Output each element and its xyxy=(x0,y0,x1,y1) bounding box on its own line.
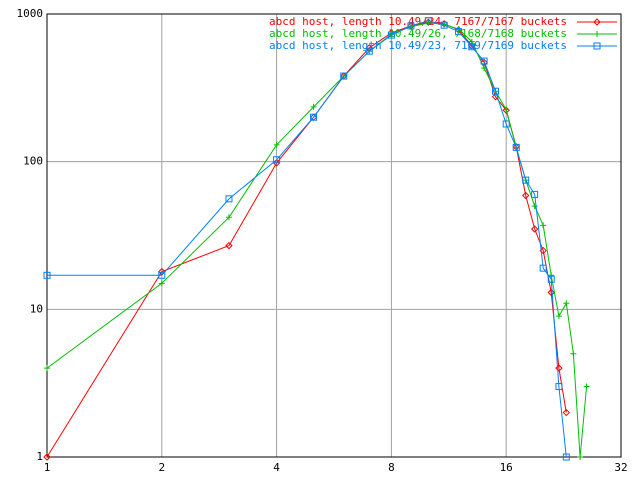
y-tick-label: 1 xyxy=(36,450,43,463)
point xyxy=(440,21,448,29)
point xyxy=(530,225,539,233)
point xyxy=(502,120,510,128)
point xyxy=(555,383,563,391)
point xyxy=(158,280,165,287)
series-line xyxy=(47,20,567,458)
legend-label: abcd host, length 10.49/24, 7167/7167 bu… xyxy=(269,15,567,28)
series-line xyxy=(46,22,588,458)
point xyxy=(480,57,488,65)
point xyxy=(531,190,539,198)
point xyxy=(562,453,570,461)
point xyxy=(547,275,555,283)
point xyxy=(340,72,348,80)
point xyxy=(562,408,571,417)
point xyxy=(225,195,233,203)
point xyxy=(521,191,530,200)
point xyxy=(310,113,318,121)
point xyxy=(583,383,590,390)
point xyxy=(44,365,50,372)
point xyxy=(512,143,520,151)
x-tick-label: 1 xyxy=(44,461,51,474)
point xyxy=(547,288,555,297)
x-tick-label: 32 xyxy=(614,461,627,474)
plot-frame xyxy=(46,13,622,458)
x-tick-label: 4 xyxy=(273,461,280,474)
point xyxy=(539,264,547,272)
point xyxy=(555,364,563,372)
point xyxy=(273,141,280,148)
x-tick-label: 2 xyxy=(158,461,165,474)
point xyxy=(365,47,373,55)
point xyxy=(158,271,166,279)
point xyxy=(481,65,488,72)
point xyxy=(225,241,233,250)
point xyxy=(577,454,584,460)
point xyxy=(273,156,281,164)
point xyxy=(43,453,51,461)
point xyxy=(225,214,232,221)
point xyxy=(570,350,577,357)
point xyxy=(424,17,432,25)
point xyxy=(387,31,395,39)
point xyxy=(522,176,530,184)
point xyxy=(563,300,570,307)
point xyxy=(468,43,476,51)
legend-marker xyxy=(594,31,600,37)
point xyxy=(531,203,538,210)
legend-label: abcd host, length 10.49/23, 7169/7169 bu… xyxy=(269,39,567,52)
point xyxy=(503,106,510,113)
point xyxy=(407,22,415,30)
series-line xyxy=(46,21,567,458)
legend-label: abcd host, length 10.49/26, 7168/7168 bu… xyxy=(269,27,567,40)
y-tick-label: 10 xyxy=(30,302,43,315)
point xyxy=(555,313,562,320)
x-tick-label: 16 xyxy=(500,461,513,474)
x-tick-label: 8 xyxy=(388,461,395,474)
y-tick-label: 100 xyxy=(23,155,43,168)
point xyxy=(540,222,547,229)
point xyxy=(455,28,463,36)
legend-marker xyxy=(593,42,601,50)
point xyxy=(492,87,500,95)
legend-marker xyxy=(593,18,601,26)
point xyxy=(548,272,555,279)
point xyxy=(43,271,51,279)
point xyxy=(310,103,317,110)
y-tick-label: 1000 xyxy=(17,7,44,20)
